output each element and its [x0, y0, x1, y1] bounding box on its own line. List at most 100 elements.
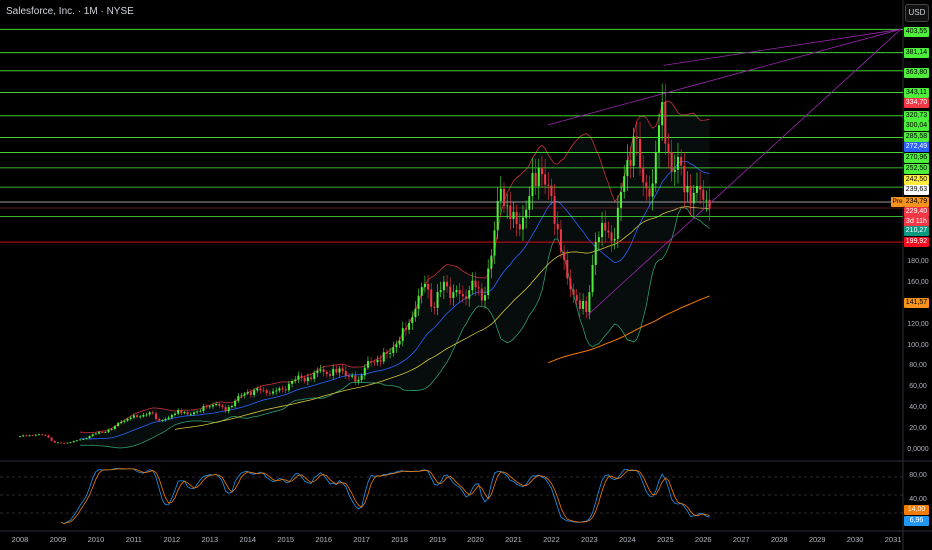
candle-body [341, 368, 344, 372]
candle-body [101, 432, 104, 433]
candle-body [515, 211, 518, 225]
candle-body [471, 280, 474, 291]
time-tick-label: 2029 [808, 535, 826, 544]
candle-body [648, 188, 651, 197]
candle-body [262, 390, 265, 392]
candle-body [186, 412, 189, 415]
price-tick-label: 180,00 [907, 257, 929, 265]
candle-body [297, 375, 300, 380]
candle-body [452, 292, 455, 298]
candle-body [401, 328, 404, 341]
candle-body [256, 388, 259, 391]
candle-body [509, 205, 512, 220]
candle-body [531, 173, 534, 197]
candle-body [259, 388, 262, 391]
time-tick-label: 2030 [846, 535, 864, 544]
candle-body [673, 169, 676, 172]
bollinger-fill [80, 100, 710, 448]
candle-body [566, 259, 569, 279]
price-label: 239,63 [904, 185, 929, 195]
candle-body [75, 440, 78, 442]
candle-body [392, 347, 395, 354]
candle-body [683, 165, 686, 193]
candle-body [202, 406, 205, 411]
candle-body [525, 209, 528, 218]
price-label: 300,04 [904, 121, 929, 131]
candle-body [56, 442, 59, 444]
candle-body [50, 437, 53, 441]
candle-body [537, 167, 540, 187]
candle-body [306, 377, 309, 382]
candle-body [303, 377, 306, 382]
candle-body [379, 360, 382, 362]
candle-body [689, 185, 692, 204]
candle-body [613, 238, 616, 241]
candle-body [237, 396, 240, 401]
candle-body [484, 295, 487, 301]
candle-body [385, 352, 388, 354]
candle-body [705, 199, 708, 201]
candle-body [651, 183, 654, 197]
candle-body [19, 436, 21, 438]
candle-body [417, 295, 420, 309]
candle-body [82, 438, 85, 440]
candle-body [151, 412, 154, 414]
time-tick-label: 2014 [239, 535, 257, 544]
candle-body [281, 388, 284, 390]
candle-body [534, 173, 537, 187]
candle-body [480, 288, 483, 301]
candle-body [34, 434, 37, 436]
price-tick-label: 0,0000 [907, 446, 929, 453]
price-tick-label: 20,00 [909, 425, 927, 433]
candle-body [708, 199, 711, 209]
candle-body [439, 290, 442, 293]
candle-body [332, 368, 335, 376]
candle-body [253, 390, 256, 395]
oscillator-d-line [60, 468, 710, 524]
candle-body [208, 406, 211, 408]
price-tick-label: 100,00 [907, 341, 929, 349]
candle-body [155, 413, 158, 420]
candle-body [616, 207, 619, 239]
candle-body [657, 125, 660, 153]
candle-body [313, 372, 316, 379]
candle-body [104, 432, 107, 433]
candle-body [243, 393, 246, 396]
candle-body [629, 160, 632, 166]
candle-body [215, 403, 218, 406]
candle-body [91, 434, 94, 437]
candle-body [423, 283, 426, 288]
candle-body [136, 415, 139, 417]
time-tick-label: 2012 [163, 535, 181, 544]
candle-body [468, 290, 471, 299]
candle-body [117, 423, 120, 426]
candle-body [310, 377, 313, 379]
candle-body [316, 370, 319, 373]
candle-body [601, 222, 604, 238]
chart-title: Salesforce, Inc. · 1M · NYSE [6, 6, 134, 17]
price-label: 252,50 [904, 164, 929, 174]
candle-body [607, 230, 610, 233]
candle-body [661, 101, 664, 126]
candle-body [553, 196, 556, 224]
candle-body [458, 290, 461, 295]
candle-body [490, 255, 493, 269]
candle-body [132, 415, 135, 418]
candle-body [556, 223, 559, 230]
time-tick-label: 2024 [619, 535, 636, 544]
oscillator-value-label: 6,96 [904, 516, 929, 526]
candle-body [363, 367, 366, 376]
candle-body [446, 281, 449, 287]
candle-body [455, 290, 458, 293]
candle-body [506, 205, 509, 207]
currency-button[interactable]: USD [905, 4, 929, 22]
time-tick-label: 2022 [543, 535, 560, 544]
candle-body [123, 420, 126, 422]
candle-body [319, 369, 322, 371]
time-tick-label: 2021 [505, 535, 522, 544]
price-label: 199,92 [904, 237, 929, 247]
candle-body [585, 300, 588, 313]
candle-body [604, 222, 607, 231]
candle-body [477, 287, 480, 289]
